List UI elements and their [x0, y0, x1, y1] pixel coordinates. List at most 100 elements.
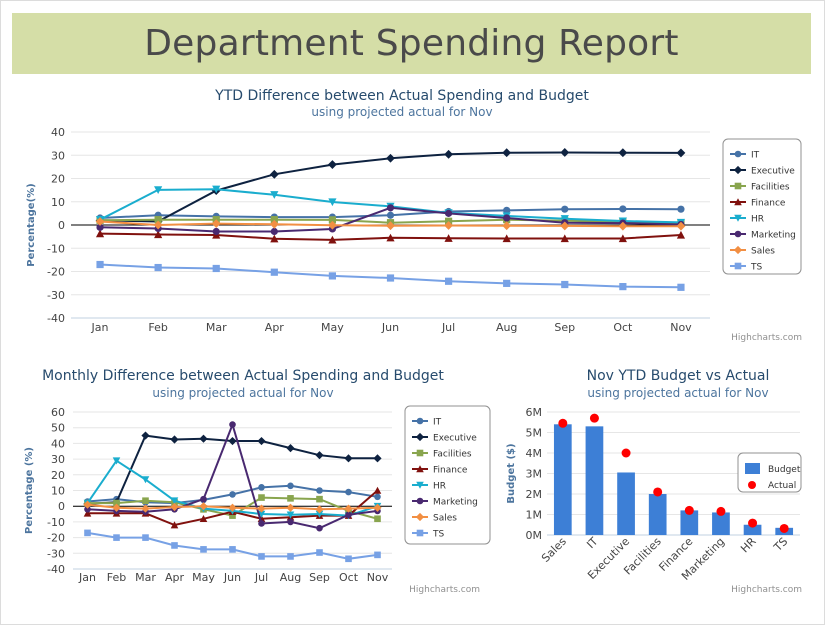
legend-label: TS — [432, 530, 444, 540]
y-tick-label: 40 — [51, 437, 65, 450]
legend-item-finance[interactable]: Finance — [730, 198, 786, 209]
ts-point — [154, 263, 162, 272]
legend-item-executive[interactable]: Executive — [412, 432, 477, 444]
facilities-point — [113, 499, 120, 507]
it-point — [229, 491, 236, 498]
hr-point — [170, 497, 179, 505]
finance-point — [676, 230, 686, 239]
sales-point — [286, 503, 295, 512]
y-tick-label: 4M — [526, 447, 543, 460]
series-sales — [95, 217, 686, 231]
y-tick-label: 2M — [526, 488, 543, 501]
legend-item-sales[interactable]: Sales — [412, 512, 457, 524]
legend-marker — [734, 198, 742, 206]
x-tick-label: Apr — [265, 321, 285, 334]
legend-label: TS — [750, 263, 762, 273]
legend-item-facilities[interactable]: Facilities — [730, 183, 790, 193]
legend-item-it[interactable]: IT — [730, 151, 760, 161]
budget-bar — [743, 524, 762, 535]
marketing-point — [270, 227, 278, 236]
x-tick-label: Jun — [381, 321, 399, 334]
legend-label: Executive — [433, 434, 477, 444]
series-marketing — [96, 204, 685, 236]
legend-item-ts[interactable]: TS — [730, 263, 762, 273]
legend-label: Finance — [433, 466, 468, 476]
legend-item-facilities[interactable]: Facilities — [412, 450, 472, 460]
legend-item-actual[interactable]: Actual — [748, 481, 796, 491]
sales-point — [95, 217, 105, 226]
legend-item-hr[interactable]: HR — [730, 215, 764, 225]
y-tick-label: 0 — [58, 219, 65, 232]
y-tick-label: 1M — [526, 509, 543, 522]
legend-marker — [734, 214, 742, 222]
it-point — [503, 206, 511, 214]
y-axis-title: Percentage (%) — [24, 447, 35, 534]
sales-point — [269, 219, 279, 229]
page-title: Department Spending Report — [144, 23, 679, 64]
executive-point — [373, 454, 382, 463]
legend-label: HR — [751, 215, 764, 225]
x-tick-label: Aug — [280, 571, 301, 584]
y-tick-label: 10 — [51, 196, 65, 209]
credits-link[interactable]: Highcharts.com — [409, 585, 480, 595]
legend-label: Actual — [768, 481, 796, 491]
x-tick-label: May — [192, 571, 215, 584]
sales-point — [112, 503, 121, 512]
y-tick-label: 20 — [51, 173, 65, 186]
hr-point — [328, 198, 337, 207]
legend-item-sales[interactable]: Sales — [730, 245, 775, 257]
sales-point — [211, 219, 221, 229]
finance-point — [83, 509, 92, 517]
credits-link[interactable]: Highcharts.com — [731, 333, 802, 343]
legend-label: Finance — [751, 199, 786, 209]
legend-marker — [416, 497, 424, 505]
it-point — [386, 211, 395, 219]
legend-item-finance[interactable]: Finance — [412, 465, 468, 476]
legend-item-marketing[interactable]: Marketing — [412, 498, 478, 508]
it-point — [316, 487, 323, 494]
facilities-point — [258, 494, 265, 501]
x-tick-label: Sales — [539, 535, 569, 565]
it-point — [619, 205, 627, 213]
x-tick-label: Apr — [165, 571, 185, 584]
it-point — [677, 205, 685, 213]
sales-point — [618, 221, 628, 231]
credits-link[interactable]: Highcharts.com — [731, 585, 802, 595]
legend-item-ts[interactable]: TS — [412, 530, 444, 540]
finance-point — [199, 514, 208, 523]
legend-item-executive[interactable]: Executive — [730, 165, 795, 177]
legend-marker — [734, 182, 742, 190]
chart-title: YTD Difference between Actual Spending a… — [214, 88, 589, 104]
y-tick-label: 6M — [526, 406, 543, 419]
y-tick-label: -10 — [47, 242, 65, 255]
executive-point — [444, 149, 453, 159]
ts-point — [374, 551, 381, 559]
chart-title: Nov YTD Budget vs Actual — [587, 368, 770, 384]
legend-item-hr[interactable]: HR — [412, 482, 446, 492]
legend-item-marketing[interactable]: Marketing — [730, 231, 796, 241]
executive-point — [386, 153, 395, 163]
actual-point — [653, 487, 663, 497]
hr-point — [315, 510, 324, 518]
y-tick-label: -10 — [47, 516, 65, 529]
legend-swatch — [745, 463, 760, 474]
x-tick-label: Jul — [441, 321, 455, 334]
ts-point — [212, 264, 220, 273]
marketing-point — [503, 214, 511, 222]
legend-label: IT — [751, 151, 760, 161]
x-tick-label: Aug — [496, 321, 517, 334]
x-tick-label: Oct — [613, 321, 633, 334]
actual-point — [684, 505, 694, 515]
legend-item-it[interactable]: IT — [412, 418, 442, 428]
legend-item-budget[interactable]: Budget — [745, 463, 801, 475]
marketing-point — [345, 511, 352, 519]
ts-point — [142, 534, 149, 541]
budget-bar — [712, 512, 730, 535]
y-tick-label: -30 — [47, 547, 65, 560]
y-tick-label: 50 — [51, 422, 65, 435]
budget-bar — [680, 510, 699, 535]
x-tick-label: May — [321, 321, 344, 334]
budget-bar — [648, 494, 667, 535]
y-tick-label: 60 — [51, 406, 65, 419]
